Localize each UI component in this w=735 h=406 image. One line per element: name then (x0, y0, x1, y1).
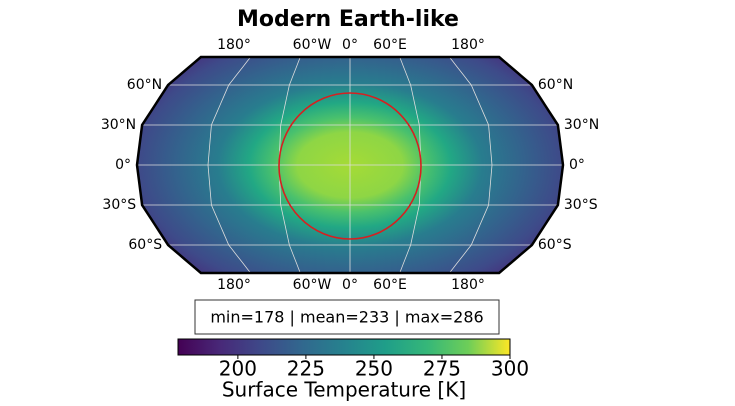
lat-label-left: 60°N (127, 77, 162, 93)
chart-title: Modern Earth-like (237, 7, 459, 32)
lat-label-right: 0° (569, 157, 585, 173)
lat-label-left: 0° (115, 157, 131, 173)
stats-text: min=178 | mean=233 | max=286 (210, 308, 483, 327)
lon-label-bottom: 60°W (293, 277, 332, 293)
lon-label-bottom: 180° (217, 277, 251, 293)
lon-label-top: 0° (342, 37, 358, 53)
lat-label-left: 30°S (102, 197, 136, 213)
lon-label-top: 60°W (293, 37, 332, 53)
lat-label-right: 30°N (564, 117, 599, 133)
lon-label-bottom: 0° (342, 277, 358, 293)
contour (278, 92, 422, 240)
stats-box (194, 299, 500, 335)
colorbar-tick-label: 250 (355, 357, 393, 381)
colorbar-label: Surface Temperature [K] (222, 378, 466, 402)
lon-label-bottom: 180° (451, 277, 485, 293)
lat-label-left: 60°S (128, 237, 162, 253)
colorbar-tick-label: 225 (287, 357, 325, 381)
map-outline (135, 55, 565, 275)
lon-label-top: 180° (451, 37, 485, 53)
colorbar-tick-label: 275 (423, 357, 461, 381)
lat-label-right: 30°S (564, 197, 598, 213)
colorbar (177, 338, 511, 356)
lat-label-left: 30°N (101, 117, 136, 133)
lon-label-top: 180° (217, 37, 251, 53)
lat-label-right: 60°S (538, 237, 572, 253)
colorbar-tick-label: 300 (491, 357, 529, 381)
lat-label-right: 60°N (538, 77, 573, 93)
colorbar-tick-label: 200 (219, 357, 257, 381)
lon-label-bottom: 60°E (373, 277, 407, 293)
lon-label-top: 60°E (373, 37, 407, 53)
